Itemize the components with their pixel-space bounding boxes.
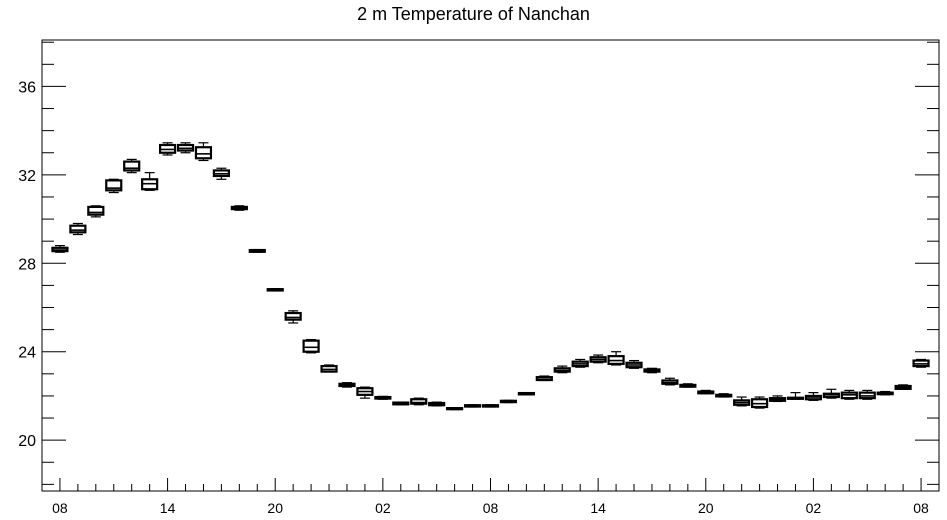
y-tick-label: 24: [18, 345, 36, 362]
x-tick-label: 08: [913, 500, 929, 516]
x-tick-label: 02: [806, 500, 822, 516]
box-body: [105, 179, 123, 192]
box-body: [194, 146, 213, 160]
y-tick-label: 20: [18, 433, 36, 450]
x-tick-label: 14: [590, 500, 606, 516]
x-tick-label: 20: [698, 500, 714, 516]
x-tick-label: 14: [160, 500, 176, 516]
y-tick-label: 28: [18, 256, 36, 273]
chart-title: 2 m Temperature of Nanchan: [357, 4, 590, 24]
box-body: [284, 311, 302, 321]
plot-frame: [41, 39, 940, 492]
box-body: [410, 398, 428, 405]
box-body: [123, 160, 141, 172]
y-tick-label: 32: [18, 168, 36, 185]
box-body: [69, 224, 87, 234]
box-body: [87, 205, 105, 216]
y-tick-label: 36: [18, 79, 36, 96]
x-tick-label: 20: [267, 500, 283, 516]
x-tick-label: 08: [52, 500, 68, 516]
box-body: [302, 339, 320, 353]
x-tick-label: 02: [375, 500, 391, 516]
x-tick-label: 08: [483, 500, 499, 516]
